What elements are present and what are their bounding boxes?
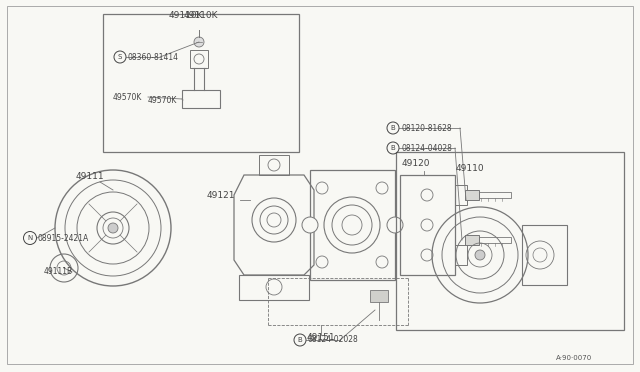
Bar — [396, 152, 624, 330]
Text: 08120-81628: 08120-81628 — [401, 124, 452, 132]
Text: 08915-2421A: 08915-2421A — [38, 234, 89, 243]
Bar — [465, 190, 479, 200]
Text: 08124-02028: 08124-02028 — [308, 336, 359, 344]
Text: 49570K: 49570K — [148, 96, 177, 105]
Bar — [182, 90, 220, 108]
Bar — [465, 235, 479, 245]
Text: 49111B: 49111B — [44, 267, 73, 276]
Circle shape — [387, 217, 403, 233]
Text: 49121: 49121 — [207, 190, 236, 199]
Text: A·90·0070: A·90·0070 — [556, 355, 592, 361]
Text: 49110K: 49110K — [184, 11, 218, 20]
Text: 08124-04028: 08124-04028 — [401, 144, 452, 153]
Text: S: S — [118, 54, 122, 60]
Circle shape — [108, 223, 118, 233]
Text: B: B — [298, 337, 302, 343]
Bar — [479, 237, 511, 243]
Bar — [259, 155, 289, 175]
Bar — [400, 175, 455, 275]
Text: 49111: 49111 — [76, 171, 104, 180]
Bar — [190, 50, 208, 68]
Bar — [370, 290, 388, 302]
Circle shape — [475, 250, 485, 260]
Bar — [239, 275, 309, 300]
Text: B: B — [390, 145, 396, 151]
Bar — [522, 225, 567, 285]
Text: 49110K: 49110K — [169, 11, 204, 20]
Text: 49110: 49110 — [456, 164, 484, 173]
Bar — [455, 185, 467, 205]
Text: N: N — [28, 235, 33, 241]
Text: 49151: 49151 — [307, 334, 335, 343]
Text: B: B — [390, 125, 396, 131]
Text: 49570K: 49570K — [113, 93, 142, 102]
Circle shape — [302, 217, 318, 233]
Circle shape — [194, 37, 204, 47]
Bar — [310, 170, 395, 280]
Bar — [479, 192, 511, 198]
Bar — [455, 245, 467, 265]
Text: 49120: 49120 — [402, 158, 431, 167]
Text: 08360-81414: 08360-81414 — [128, 52, 179, 61]
Bar — [103, 14, 299, 152]
